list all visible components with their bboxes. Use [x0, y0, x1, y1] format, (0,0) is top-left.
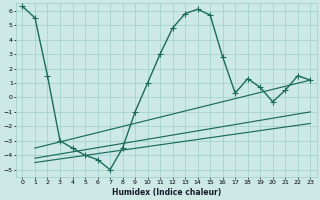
X-axis label: Humidex (Indice chaleur): Humidex (Indice chaleur): [112, 188, 221, 197]
